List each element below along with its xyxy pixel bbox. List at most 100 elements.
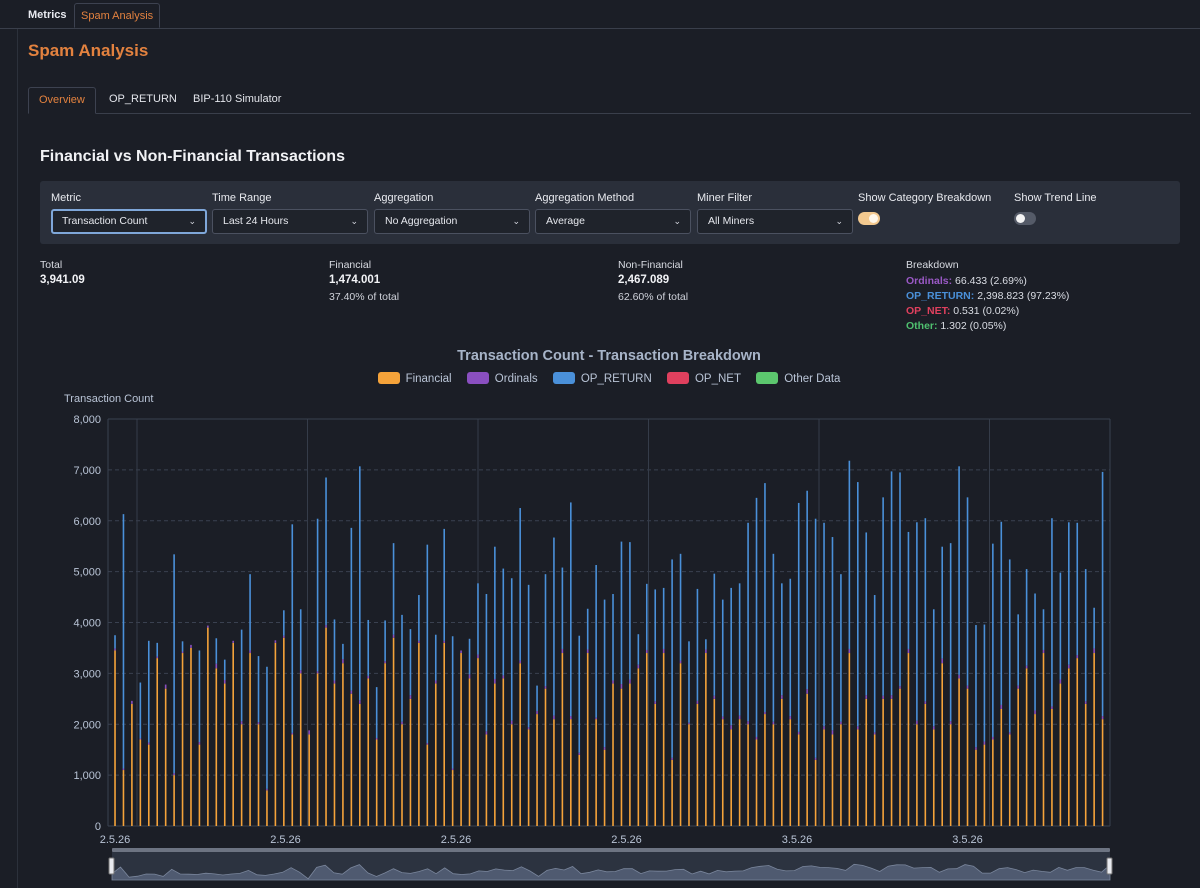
legend-financial[interactable]: Financial: [377, 372, 452, 385]
bar-segment-financial: [1000, 708, 1003, 826]
bar-segment-ordinals: [983, 741, 986, 745]
bar-segment-op-return: [384, 620, 386, 662]
bar-segment-ordinals: [510, 720, 513, 725]
chart-container: Transaction Count - Transaction Breakdow…: [44, 340, 1134, 888]
bar-segment-ordinals: [1025, 665, 1028, 669]
bar-segment-ordinals: [603, 747, 606, 750]
bar-segment-op-return: [291, 524, 294, 733]
time-range-label: Time Range: [212, 192, 272, 204]
bar-segment-op-return: [1017, 614, 1019, 686]
bar-segment-financial: [443, 642, 446, 826]
bar-segment-financial: [215, 668, 218, 826]
bar-segment-financial: [418, 642, 420, 826]
bar-segment-ordinals: [367, 675, 370, 679]
bar-segment-financial: [553, 719, 555, 826]
legend-op-return[interactable]: OP_RETURN: [552, 372, 652, 385]
legend-op-net[interactable]: OP_NET: [666, 372, 741, 385]
bar-segment-financial: [814, 759, 817, 826]
bar-segment-op-return: [713, 573, 716, 696]
bar-segment-ordinals: [916, 720, 918, 725]
time-range-select[interactable]: Last 24 Hours ⌄: [212, 209, 368, 234]
bar-segment-op-return: [797, 502, 800, 732]
bar-segment-op-return: [595, 565, 597, 718]
bar-segment-ordinals: [232, 640, 234, 643]
bar-segment-financial: [764, 714, 766, 826]
x-tick-label: 2.5.26: [270, 834, 301, 846]
bar-segment-ordinals: [316, 671, 319, 674]
bar-segment-financial: [840, 724, 842, 826]
tab-bip-110-simulator[interactable]: BIP-110 Simulator: [193, 93, 282, 105]
stat-non-financial-pct: 62.60% of total: [618, 291, 689, 303]
tab-metrics[interactable]: Metrics: [28, 9, 67, 21]
trend-line-label: Show Trend Line: [1014, 192, 1097, 204]
bar-segment-financial: [1076, 658, 1079, 826]
bar-segment-financial: [797, 734, 800, 826]
bar-segment-op-return: [257, 656, 260, 723]
bar-segment-op-return: [350, 527, 353, 691]
bar-segment-op-return: [468, 638, 471, 675]
bar-segment-op-return: [975, 625, 977, 748]
bar-segment-ordinals: [485, 731, 488, 735]
miner-filter-select[interactable]: All Miners ⌄: [697, 209, 853, 234]
category-breakdown-toggle[interactable]: [858, 212, 880, 225]
sub-tab-bar: Overview OP_RETURN BIP-110 Simulator: [28, 87, 1191, 114]
bar-segment-op-return: [122, 514, 125, 769]
bar-segment-op-return: [831, 537, 834, 731]
aggregation-select[interactable]: No Aggregation ⌄: [374, 209, 530, 234]
legend-ordinals[interactable]: Ordinals: [466, 372, 538, 385]
bar-segment-ordinals: [147, 742, 150, 745]
bar-segment-ordinals: [924, 701, 927, 704]
bar-segment-ordinals: [662, 648, 665, 654]
bar-segment-op-return: [1076, 522, 1079, 656]
bar-segment-ordinals: [299, 670, 302, 674]
navigator-track: [112, 848, 1110, 852]
bar-segment-op-return: [637, 634, 640, 665]
breakdown-ordinals-value: 66.433 (2.69%): [955, 275, 1027, 287]
bar-segment-ordinals: [519, 660, 521, 664]
bar-segment-ordinals: [502, 675, 505, 679]
bar-segment-ordinals: [477, 654, 479, 659]
miner-filter-label: Miner Filter: [697, 192, 753, 204]
bar-segment-financial: [485, 734, 488, 826]
bar-segment-ordinals: [823, 726, 825, 730]
bar-segment-ordinals: [848, 648, 851, 654]
metric-select[interactable]: Transaction Count ⌄: [51, 209, 207, 234]
trend-line-toggle[interactable]: [1014, 212, 1036, 225]
bar-segment-ordinals: [468, 674, 471, 679]
legend-label: OP_NET: [694, 373, 741, 385]
bar-segment-op-return: [916, 522, 918, 721]
bar-segment-financial: [932, 729, 935, 826]
bar-segment-op-return: [958, 466, 960, 675]
bar-segment-financial: [1059, 683, 1062, 826]
aggregation-method-select[interactable]: Average ⌄: [535, 209, 691, 234]
bar-segment-financial: [899, 688, 901, 826]
bar-segment-ordinals: [629, 679, 631, 684]
bar-segment-op-return: [721, 599, 724, 717]
tab-overview[interactable]: Overview: [28, 87, 96, 114]
bar-segment-financial: [131, 703, 133, 826]
tab-op-return[interactable]: OP_RETURN: [109, 93, 177, 105]
bar-segment-financial: [873, 734, 876, 826]
bar-segment-financial: [1042, 653, 1045, 826]
metric-select-value: Transaction Count: [62, 215, 148, 227]
bar-segment-op-return: [603, 599, 606, 748]
breakdown-other-name: Other:: [906, 320, 938, 332]
bar-segment-ordinals: [578, 752, 581, 755]
tab-spam-analysis[interactable]: Spam Analysis: [74, 3, 161, 28]
bar-segment-op-return: [662, 587, 665, 649]
bar-segment-op-return: [249, 574, 251, 651]
x-tick-label: 2.5.26: [441, 834, 472, 846]
bar-segment-op-return: [401, 614, 403, 722]
bar-segment-financial: [519, 663, 521, 826]
legend-label: Other Data: [784, 373, 841, 385]
bar-segment-op-return: [705, 639, 707, 650]
bar-segment-op-return: [283, 610, 285, 636]
legend-other-data[interactable]: Other Data: [756, 372, 840, 385]
bar-segment-ordinals: [215, 663, 218, 669]
bar-segment-ordinals: [207, 625, 209, 628]
bar-segment-financial: [1084, 703, 1087, 826]
bar-segment-op-return: [561, 567, 564, 649]
bar-segment-ordinals: [949, 721, 952, 725]
bar-segment-op-return: [645, 583, 648, 650]
bar-segment-op-return: [1093, 607, 1095, 649]
